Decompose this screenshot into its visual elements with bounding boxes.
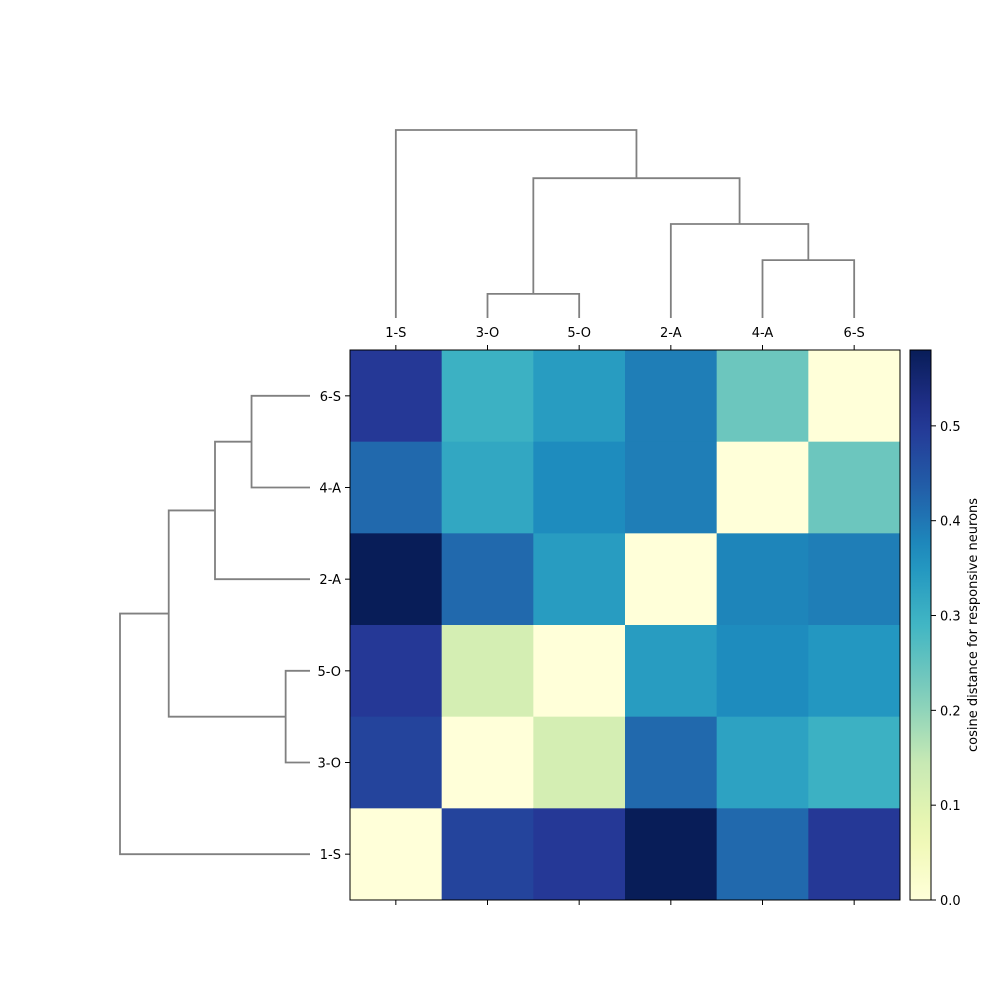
heatmap-cell: [625, 716, 718, 809]
heatmap-cell: [533, 808, 626, 901]
heatmap-cell: [808, 808, 901, 901]
heatmap-cell: [716, 808, 809, 901]
heatmap-cell: [350, 441, 443, 534]
heatmap-cell: [533, 533, 626, 626]
colorbar-ticks: 0.0 0.1 0.2 0.3 0.4 0.5: [931, 420, 961, 909]
heatmap-cell: [350, 808, 443, 901]
dendrogram-link: [669, 223, 810, 318]
heatmap-cell: [350, 350, 443, 443]
row-tick-label: 1-S: [320, 848, 341, 863]
row-dendrogram: [119, 394, 310, 856]
heatmap-cell: [716, 716, 809, 809]
row-tick-label: 3-O: [317, 757, 341, 772]
heatmap-cell: [808, 533, 901, 626]
heatmap-frame: [349, 349, 901, 901]
heatmap-cell: [533, 441, 626, 534]
dendrogram-link: [532, 177, 741, 294]
heatmap-cell: [716, 350, 809, 443]
heatmap-cell: [716, 625, 809, 718]
colorbar-tick-label: 0.1: [940, 799, 961, 814]
heatmap-cell: [441, 716, 534, 809]
column-tick-label: 3-O: [476, 326, 500, 341]
heatmap-cell: [808, 716, 901, 809]
row-tick-label: 6-S: [320, 390, 341, 405]
dendrogram-link: [250, 394, 310, 489]
column-tick-label: 4-A: [752, 326, 774, 341]
colorbar-tick-label: 0.0: [940, 894, 961, 909]
heatmap-cell: [808, 625, 901, 718]
colorbar-gradient: [909, 349, 932, 901]
heatmap-cell: [533, 625, 626, 718]
column-tick-labels: 1-S 3-O 5-O 2-A 4-A 6-S: [385, 326, 865, 905]
colorbar-tick-label: 0.2: [940, 704, 961, 719]
heatmap-cell: [441, 625, 534, 718]
dendrogram-link: [394, 129, 638, 318]
dendrogram-link: [119, 612, 310, 856]
heatmap-cell: [716, 533, 809, 626]
heatmap-cell: [808, 441, 901, 534]
dendrogram-link: [167, 509, 286, 718]
row-tick-label: 4-A: [319, 482, 341, 497]
column-tick-label: 5-O: [567, 326, 591, 341]
column-tick-label: 6-S: [844, 326, 865, 341]
heatmap-cell: [441, 350, 534, 443]
heatmap-cell: [533, 350, 626, 443]
colorbar-tick-label: 0.3: [940, 610, 961, 625]
dendrogram-link: [284, 669, 310, 764]
row-tick-label: 5-O: [317, 665, 341, 680]
colorbar-tick-label: 0.4: [940, 515, 961, 530]
heatmap-cell: [808, 350, 901, 443]
colorbar: 0.0 0.1 0.2 0.3 0.4 0.5 cosine distance for r…: [909, 349, 981, 909]
colorbar-label: cosine distance for responsive neurons: [966, 498, 981, 752]
heatmap-cell: [716, 441, 809, 534]
heatmap-cell: [441, 808, 534, 901]
dendrogram-link: [761, 259, 856, 318]
heatmap: [350, 350, 901, 901]
column-tick-label: 2-A: [660, 326, 682, 341]
column-dendrogram: [394, 129, 856, 318]
heatmap-cell: [625, 808, 718, 901]
heatmap-cell: [625, 350, 718, 443]
heatmap-cell: [441, 533, 534, 626]
heatmap-cell: [350, 716, 443, 809]
heatmap-cell: [350, 625, 443, 718]
dendrogram-link: [214, 440, 310, 581]
row-tick-label: 2-A: [319, 573, 341, 588]
heatmap-cell: [625, 441, 718, 534]
heatmap-cell: [533, 716, 626, 809]
heatmap-cell: [441, 441, 534, 534]
colorbar-tick-label: 0.5: [940, 420, 961, 435]
dendrogram-link: [486, 292, 581, 318]
heatmap-cell: [625, 625, 718, 718]
row-tick-labels: 6-S 4-A 2-A 5-O 3-O 1-S: [317, 390, 350, 863]
column-tick-label: 1-S: [385, 326, 406, 341]
heatmap-cell: [350, 533, 443, 626]
heatmap-cell: [625, 533, 718, 626]
